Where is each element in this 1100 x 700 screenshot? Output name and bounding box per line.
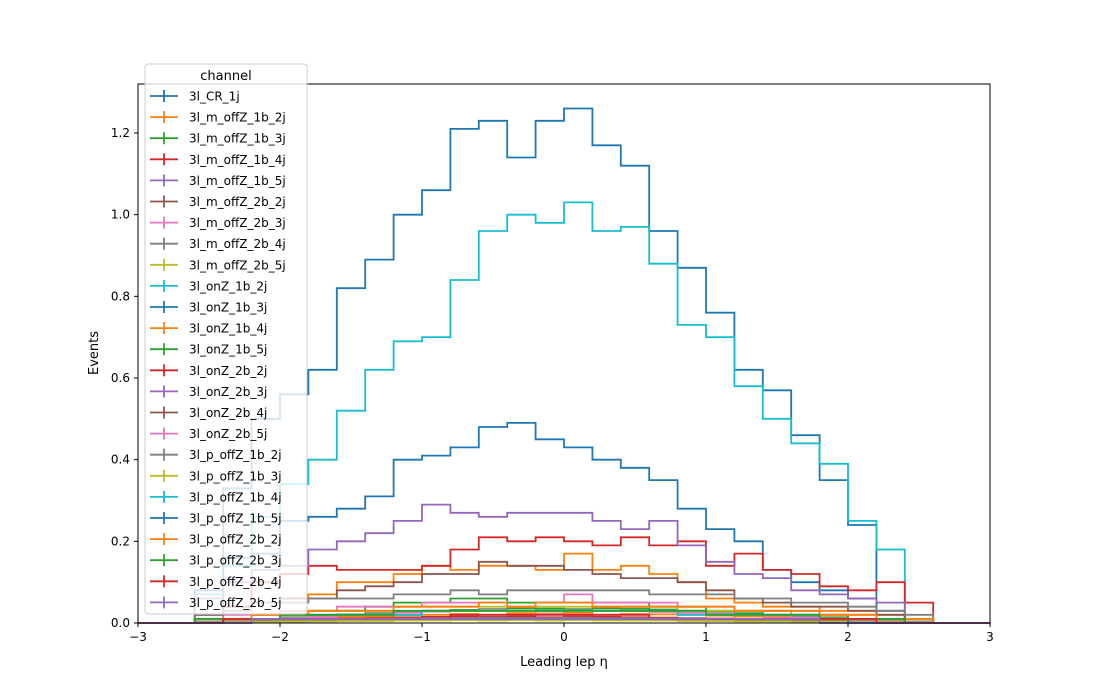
legend-entry: 3l_p_offZ_2b_4j — [150, 575, 282, 589]
legend-entry: 3l_CR_1j — [150, 90, 240, 104]
x-tick-label: −1 — [413, 630, 431, 644]
y-tick-label: 0.4 — [111, 453, 130, 467]
legend-entry: 3l_m_offZ_1b_4j — [150, 153, 286, 167]
legend-label: 3l_p_offZ_2b_3j — [189, 554, 282, 568]
legend-entry: 3l_onZ_2b_3j — [150, 385, 267, 399]
legend-label: 3l_p_offZ_1b_4j — [189, 490, 282, 504]
x-tick-label: −2 — [271, 630, 289, 644]
legend-entry: 3l_onZ_1b_4j — [150, 322, 267, 336]
y-tick-label: 1.2 — [111, 126, 130, 140]
legend-label: 3l_onZ_1b_2j — [189, 279, 267, 293]
legend-label: 3l_onZ_2b_3j — [189, 385, 267, 399]
legend-label: 3l_onZ_1b_4j — [189, 322, 267, 336]
legend-label: 3l_p_offZ_1b_2j — [189, 448, 282, 462]
legend-label: 3l_onZ_2b_5j — [189, 427, 267, 441]
y-axis-label: Events — [87, 331, 102, 375]
x-axis-ticks: −3 −2 −1 0 1 2 3 — [129, 623, 994, 644]
legend-label: 3l_onZ_1b_5j — [189, 343, 267, 357]
legend-entry: 3l_m_offZ_2b_4j — [150, 237, 286, 251]
legend-label: 3l_m_offZ_2b_3j — [189, 216, 286, 230]
y-tick-label: 0.0 — [111, 616, 130, 630]
legend-entry: 3l_onZ_2b_2j — [150, 364, 267, 378]
legend-label: 3l_p_offZ_1b_3j — [189, 469, 282, 483]
legend-label: 3l_onZ_2b_2j — [189, 364, 267, 378]
legend-entry: 3l_p_offZ_2b_2j — [150, 533, 282, 547]
legend-entry: 3l_onZ_1b_5j — [150, 343, 267, 357]
legend-label: 3l_m_offZ_2b_5j — [189, 258, 286, 272]
legend-entry: 3l_p_offZ_2b_3j — [150, 554, 282, 568]
legend-label: 3l_p_offZ_2b_5j — [189, 596, 282, 610]
legend-label: 3l_onZ_2b_4j — [189, 406, 267, 420]
x-axis-label: Leading lep η — [520, 655, 608, 670]
x-tick-label: −3 — [129, 630, 147, 644]
legend-label: 3l_m_offZ_1b_2j — [189, 111, 286, 125]
x-tick-label: 0 — [560, 630, 568, 644]
y-tick-label: 0.8 — [111, 289, 130, 303]
legend-label: 3l_p_offZ_2b_2j — [189, 533, 282, 547]
legend-entry: 3l_m_offZ_2b_2j — [150, 195, 286, 209]
legend-entry: 3l_p_offZ_2b_5j — [150, 596, 282, 610]
legend-entry: 3l_onZ_2b_5j — [150, 427, 267, 441]
legend-entry: 3l_p_offZ_1b_3j — [150, 469, 282, 483]
x-tick-label: 2 — [844, 630, 852, 644]
legend-entries: 3l_CR_1j 3l_m_offZ_1b_2j 3l_m_offZ_1b_3j 3l… — [150, 90, 286, 610]
legend-label: 3l_onZ_1b_3j — [189, 301, 267, 315]
x-tick-label: 3 — [986, 630, 994, 644]
legend-label: 3l_m_offZ_2b_2j — [189, 195, 286, 209]
legend-entry: 3l_p_offZ_1b_5j — [150, 512, 282, 526]
legend-entry: 3l_p_offZ_1b_2j — [150, 448, 282, 462]
legend-entry: 3l_onZ_1b_2j — [150, 279, 267, 293]
legend-label: 3l_p_offZ_2b_4j — [189, 575, 282, 589]
legend-entry: 3l_m_offZ_2b_5j — [150, 258, 286, 272]
legend-entry: 3l_p_offZ_1b_4j — [150, 490, 282, 504]
y-tick-label: 0.2 — [111, 534, 130, 548]
legend-label: 3l_m_offZ_1b_3j — [189, 132, 286, 146]
legend-entry: 3l_m_offZ_1b_2j — [150, 111, 286, 125]
y-tick-label: 0.6 — [111, 371, 130, 385]
legend-entry: 3l_onZ_2b_4j — [150, 406, 267, 420]
legend-box — [144, 63, 308, 615]
legend: channel 3l_CR_1j 3l_m_offZ_1b_2j 3l_m_offZ… — [144, 63, 308, 615]
legend-entry: 3l_onZ_1b_3j — [150, 301, 267, 315]
legend-label: 3l_m_offZ_2b_4j — [189, 237, 286, 251]
legend-label: 3l_m_offZ_1b_4j — [189, 153, 286, 167]
x-tick-label: 1 — [702, 630, 710, 644]
legend-title: channel — [200, 69, 251, 84]
legend-label: 3l_m_offZ_1b_5j — [189, 174, 286, 188]
y-tick-label: 1.0 — [111, 208, 130, 222]
legend-entry: 3l_m_offZ_1b_3j — [150, 132, 286, 146]
legend-label: 3l_CR_1j — [189, 90, 240, 104]
y-axis-ticks: 0.0 0.2 0.4 0.6 0.8 1.0 1.2 — [111, 126, 138, 630]
legend-label: 3l_p_offZ_1b_5j — [189, 512, 282, 526]
legend-entry: 3l_m_offZ_1b_5j — [150, 174, 286, 188]
legend-entry: 3l_m_offZ_2b_3j — [150, 216, 286, 230]
